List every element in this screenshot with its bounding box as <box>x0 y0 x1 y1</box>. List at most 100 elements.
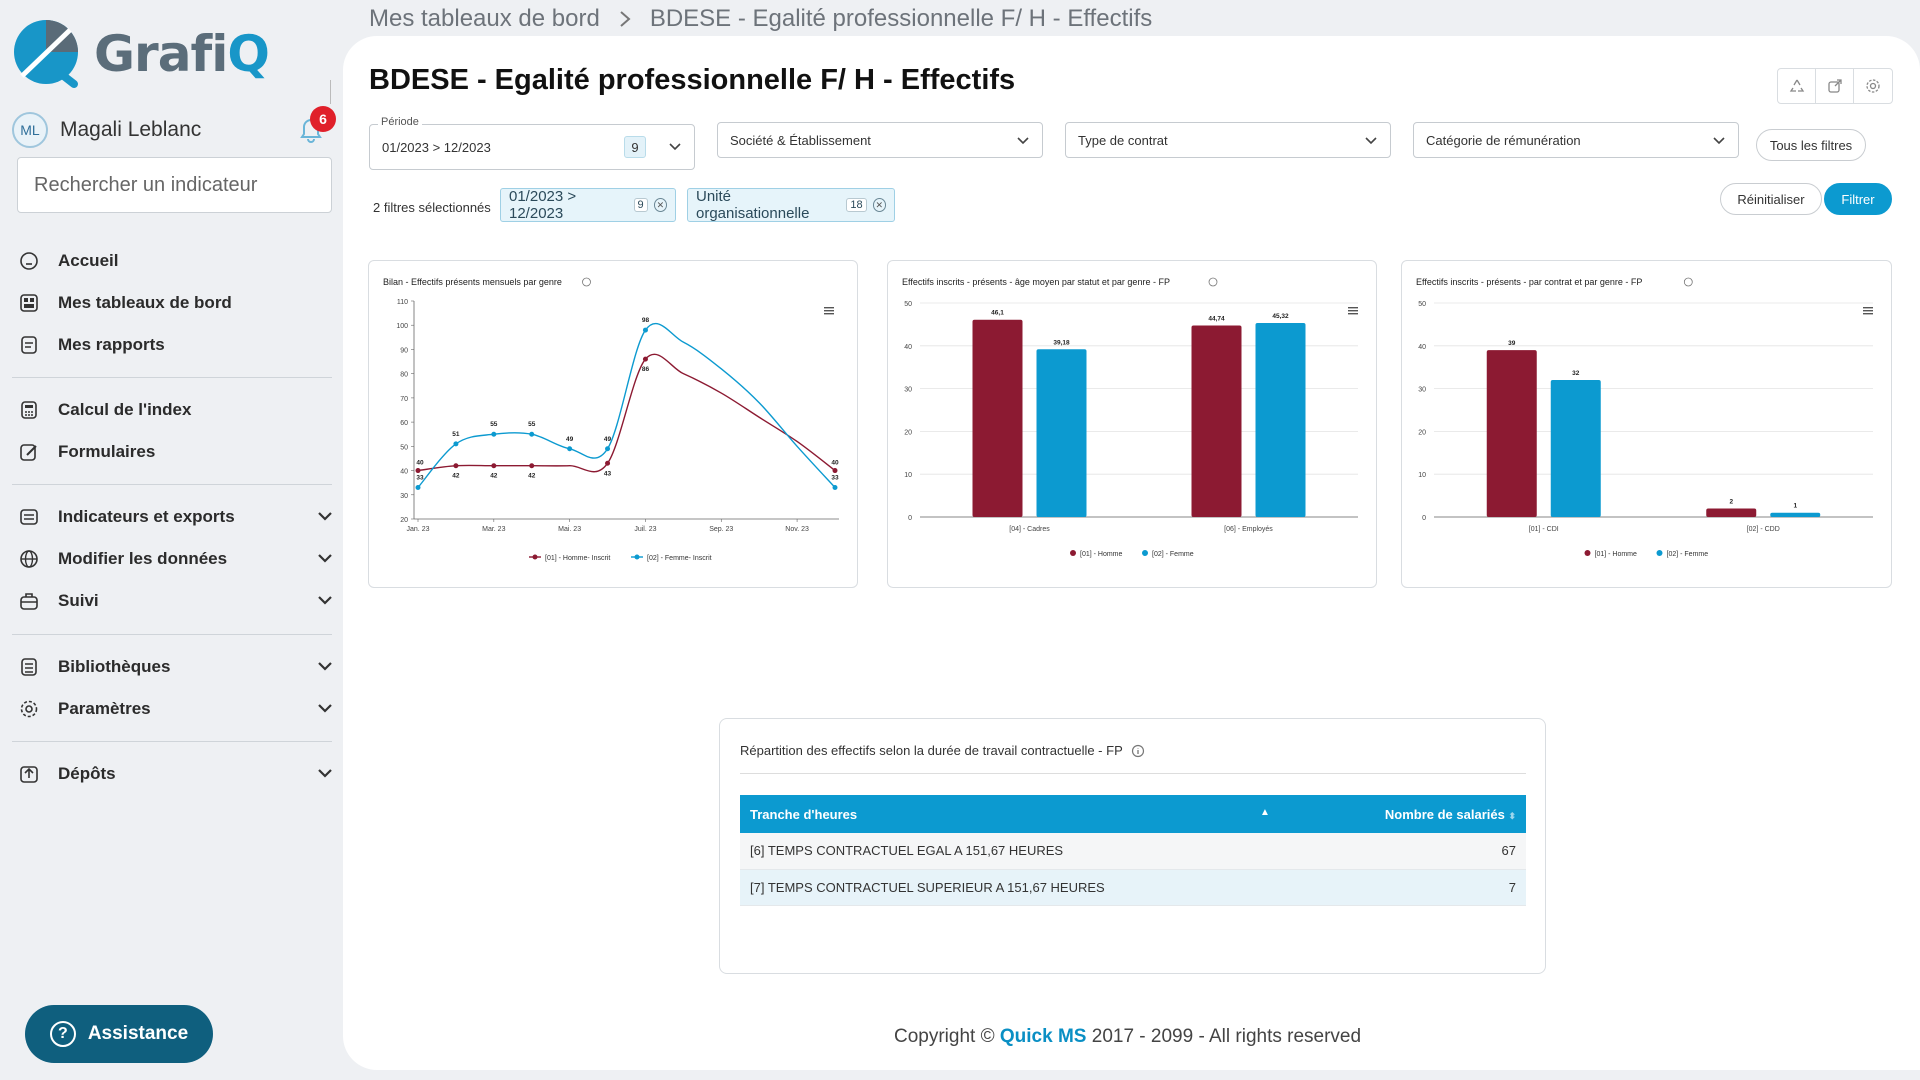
nav-item-indicateurs[interactable]: Indicateurs et exports <box>18 500 333 534</box>
remuneration-label: Catégorie de rémunération <box>1426 132 1581 148</box>
nav-label: Formulaires <box>58 442 156 461</box>
legend-marker <box>1584 550 1591 556</box>
nav-item-rapports[interactable]: Mes rapports <box>18 328 333 362</box>
nav-divider <box>12 741 332 742</box>
contrat-filter[interactable]: Type de contrat <box>1065 122 1391 158</box>
data-point <box>453 463 459 469</box>
menu-icon <box>1863 310 1873 312</box>
bar <box>1191 325 1242 517</box>
bar <box>1486 350 1537 517</box>
data-label: 49 <box>604 436 612 443</box>
nav-item-depots[interactable]: Dépôts <box>18 757 333 791</box>
nav-item-suivi[interactable]: Suivi <box>18 584 333 618</box>
sort-asc-icon[interactable]: ▲ <box>1260 806 1270 818</box>
nav-item-accueil[interactable]: Accueil <box>18 244 333 278</box>
breadcrumb-root[interactable]: Mes tableaux de bord <box>369 5 600 32</box>
x-tick-label: Juil. 23 <box>634 526 656 533</box>
nav-item-index[interactable]: Calcul de l'index <box>18 393 333 427</box>
periode-value: 01/2023 > 12/2023 <box>382 139 491 155</box>
settings-icon[interactable] <box>1854 69 1892 103</box>
legend-marker <box>1070 550 1076 556</box>
nav-divider <box>12 634 332 635</box>
nav-label: Accueil <box>58 251 119 270</box>
filter-chip-unite[interactable]: Unité organisationnelle 18 ✕ <box>687 188 895 222</box>
column-header-tranche[interactable]: Tranche d'heures ▲ <box>740 795 1301 833</box>
x-tick-label: [01] - CDI <box>1529 526 1559 533</box>
x-tick-label: Mar. 23 <box>482 526 505 533</box>
y-tick-label: 40 <box>1418 344 1426 351</box>
data-label: 86 <box>642 366 650 373</box>
data-label: 98 <box>642 317 650 324</box>
nav-label: Paramètres <box>58 699 151 718</box>
chart-title: Effectifs inscrits - présents - âge moye… <box>902 277 1170 287</box>
menu-icon <box>1863 313 1873 315</box>
y-tick-label: 20 <box>400 517 408 524</box>
logo-icon <box>14 20 78 88</box>
table-cell: [6] TEMPS CONTRACTUEL EGAL A 151,67 HEUR… <box>740 833 1301 870</box>
menu-icon <box>824 313 834 315</box>
recycle-icon[interactable] <box>1778 69 1816 103</box>
avatar[interactable]: ML <box>12 112 48 148</box>
sort-icon[interactable]: ⬍ <box>1508 810 1516 821</box>
table-title-text: Répartition des effectifs selon la durée… <box>740 743 1123 758</box>
chevron-down-icon[interactable] <box>1712 134 1726 148</box>
search-input[interactable]: Rechercher un indicateur <box>17 157 332 213</box>
y-tick-label: 50 <box>1418 301 1426 308</box>
y-tick-label: 10 <box>904 472 912 479</box>
chevron-down-icon[interactable] <box>317 508 333 524</box>
societe-filter[interactable]: Société & Établissement <box>717 122 1043 158</box>
x-tick-label: [06] - Employés <box>1224 526 1273 533</box>
nav-item-bibliotheques[interactable]: Bibliothèques <box>18 650 333 684</box>
chevron-down-icon[interactable] <box>1016 134 1030 148</box>
user-name[interactable]: Magali Leblanc <box>60 118 202 141</box>
nav-item-parametres[interactable]: Paramètres <box>18 692 333 726</box>
divider <box>740 773 1526 774</box>
legend-label: [01] - Homme <box>1595 551 1638 558</box>
user-profile[interactable]: ML Magali Leblanc 6 <box>12 106 336 150</box>
chevron-down-icon[interactable] <box>1364 134 1378 148</box>
library-icon <box>18 656 40 678</box>
close-icon[interactable]: ✕ <box>653 198 667 212</box>
chevron-right-icon <box>620 11 631 27</box>
chevron-down-icon[interactable] <box>317 700 333 716</box>
legend-label: [02] - Femme <box>1667 551 1709 558</box>
column-header-nombre[interactable]: Nombre de salariés ⬍ <box>1300 795 1526 833</box>
periode-filter[interactable]: 01/2023 > 12/2023 9 <box>369 124 695 170</box>
chevron-down-icon[interactable] <box>317 658 333 674</box>
chevron-down-icon[interactable] <box>317 592 333 608</box>
chevron-down-icon[interactable] <box>317 550 333 566</box>
y-tick-label: 20 <box>1418 429 1426 436</box>
nav-item-tableaux[interactable]: Mes tableaux de bord <box>18 286 333 320</box>
x-tick-label: Jan. 23 <box>407 526 430 533</box>
remuneration-filter[interactable]: Catégorie de rémunération <box>1413 122 1739 158</box>
breadcrumb-current: BDESE - Egalité professionnelle F/ H - E… <box>649 5 1153 32</box>
chart-card-contrat: Effectifs inscrits - présents - par cont… <box>1401 260 1892 588</box>
copyright-suffix: 2017 - 2099 - All rights reserved <box>1091 1026 1362 1047</box>
data-label: 44,74 <box>1208 316 1225 323</box>
assistance-button[interactable]: ? Assistance <box>25 1005 213 1063</box>
gear-icon <box>18 698 40 720</box>
chevron-down-icon[interactable] <box>668 140 682 154</box>
copyright-brand[interactable]: Quick MS <box>999 1026 1087 1047</box>
selected-filters-count: 2 filtres sélectionnés <box>373 200 491 215</box>
filter-chip-periode[interactable]: 01/2023 > 12/2023 9 ✕ <box>500 188 676 222</box>
societe-label: Société & Établissement <box>730 132 871 148</box>
external-link-icon[interactable] <box>1816 69 1854 103</box>
y-tick-label: 50 <box>400 444 408 451</box>
data-label: 33 <box>416 475 424 482</box>
nav-item-formulaires[interactable]: Formulaires <box>18 435 333 469</box>
app-logo[interactable]: GrafiQ <box>12 18 302 90</box>
x-tick-label: [02] - CDD <box>1747 526 1780 533</box>
data-label: 46,1 <box>991 310 1004 317</box>
reset-button[interactable]: Réinitialiser <box>1720 183 1822 215</box>
close-icon[interactable]: ✕ <box>872 198 886 212</box>
data-table: Tranche d'heures ▲ Nombre de salariés ⬍ [… <box>740 795 1526 906</box>
menu-icon <box>824 310 834 312</box>
filter-button[interactable]: Filtrer <box>1824 183 1892 215</box>
data-point <box>453 441 459 447</box>
nav-item-modifier[interactable]: Modifier les données <box>18 542 333 576</box>
chart-card-age-moyen: Effectifs inscrits - présents - âge moye… <box>887 260 1377 588</box>
chevron-down-icon[interactable] <box>317 765 333 781</box>
all-filters-button[interactable]: Tous les filtres <box>1756 129 1866 161</box>
info-icon[interactable] <box>1131 744 1145 758</box>
